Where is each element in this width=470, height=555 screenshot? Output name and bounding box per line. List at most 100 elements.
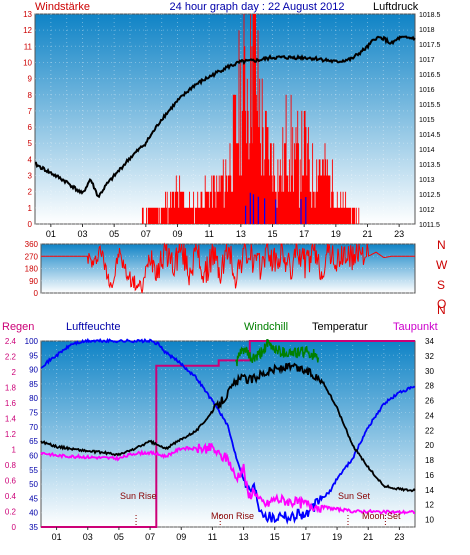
pressure-axis-title: Luftdruck xyxy=(373,1,419,13)
wind-tick-label: 10 xyxy=(23,58,32,67)
humidity-tick-label: 70 xyxy=(29,423,38,432)
humidity-tick-label: 80 xyxy=(29,394,38,403)
humidity-tick-label: 40 xyxy=(29,509,38,518)
direction-labels: N W S O N xyxy=(436,238,448,317)
pressure-tick-label: 1012.5 xyxy=(419,192,441,199)
wind-tick-label: 13 xyxy=(23,10,32,19)
wind-tick-label: 0 xyxy=(28,220,33,229)
pressure-tick-label: 1014.5 xyxy=(419,132,441,139)
moon-set-label: Moon Set xyxy=(362,511,401,521)
x-tick-label: 13 xyxy=(236,229,246,239)
x-tick-label: 17 xyxy=(299,229,309,239)
rain-tick-label: 0.8 xyxy=(5,461,17,470)
temperature-tick-label: 32 xyxy=(425,352,434,361)
rain-tick-label: 2.4 xyxy=(5,337,17,346)
x-tick-label: 11 xyxy=(208,532,217,542)
sun-rise-label: Sun Rise xyxy=(120,491,157,501)
rain-line xyxy=(41,340,415,528)
rain-tick-label: 0.4 xyxy=(5,492,17,501)
x-tick-label: 21 xyxy=(363,532,373,542)
pressure-tick-label: 1012 xyxy=(419,207,435,214)
sun-set-label: Sun Set xyxy=(338,491,371,501)
windchill-title: Windchill xyxy=(244,321,288,333)
humidity-tick-label: 55 xyxy=(29,466,38,475)
x-tick-label: 23 xyxy=(394,532,404,542)
direction-tick-label: 0 xyxy=(34,289,39,298)
x-tick-label: 03 xyxy=(83,532,93,542)
wind-tick-label: 9 xyxy=(28,75,33,84)
moon-rise-label: Moon Rise xyxy=(211,511,254,521)
pressure-tick-label: 1018 xyxy=(419,27,435,34)
wind-tick-label: 3 xyxy=(28,172,33,181)
pressure-tick-label: 1018.5 xyxy=(419,12,441,19)
x-tick-label: 19 xyxy=(331,229,341,239)
wind-tick-label: 5 xyxy=(28,139,33,148)
pressure-tick-label: 1016.5 xyxy=(419,72,441,79)
pressure-tick-label: 1015 xyxy=(419,117,435,124)
x-tick-label: 03 xyxy=(77,229,87,239)
temperature-title: Temperatur xyxy=(312,321,368,333)
x-tick-label: 19 xyxy=(332,532,342,542)
x-tick-label: 15 xyxy=(270,532,280,542)
x-tick-label: 09 xyxy=(176,532,186,542)
humidity-temperature-panel: 0 0.2 0.4 0.6 0.8 1 1.2 1.4 1.6 1.8 2 2.2 2.4 35 40 45 5… xyxy=(5,337,435,542)
direction-tick-label: 270 xyxy=(25,252,39,261)
x-tick-label: 11 xyxy=(204,229,213,239)
temperature-tick-label: 18 xyxy=(425,456,434,465)
pressure-tick-label: 1014 xyxy=(419,147,435,154)
x-tick-label: 01 xyxy=(46,229,56,239)
wind-tick-label: 4 xyxy=(28,155,33,164)
pressure-tick-label: 1013.5 xyxy=(419,162,441,169)
pressure-tick-label: 1013 xyxy=(419,177,435,184)
x-tick-label: 07 xyxy=(141,229,151,239)
wind-tick-label: 8 xyxy=(28,91,33,100)
dewpoint-line xyxy=(40,442,415,515)
rain-tick-label: 1.6 xyxy=(5,399,17,408)
humidity-tick-label: 50 xyxy=(29,480,38,489)
wind-tick-label: 7 xyxy=(28,107,33,116)
temperature-tick-label: 22 xyxy=(425,426,434,435)
humidity-axis-title: Luftfeuchte xyxy=(66,321,120,333)
pressure-tick-label: 1011.5 xyxy=(419,222,440,229)
x-tick-label: 05 xyxy=(109,229,119,239)
rain-tick-label: 0.2 xyxy=(5,508,17,517)
temperature-tick-label: 24 xyxy=(425,411,434,420)
direction-label-w: W xyxy=(436,258,448,272)
humidity-tick-label: 95 xyxy=(29,351,38,360)
x-tick-label: 21 xyxy=(362,229,372,239)
temperature-tick-label: 30 xyxy=(425,367,434,376)
windchill-line xyxy=(235,339,320,367)
temperature-tick-label: 10 xyxy=(425,516,434,525)
temperature-tick-label: 16 xyxy=(425,471,434,480)
direction-label-o: O xyxy=(437,297,446,311)
direction-label-n-bottom: N xyxy=(437,303,446,317)
humidity-tick-label: 35 xyxy=(29,523,38,532)
direction-label-s: S xyxy=(437,278,445,292)
humidity-temperature-plot-area xyxy=(40,340,416,528)
rain-tick-label: 1.8 xyxy=(5,384,17,393)
wind-pressure-panel: 0123456789101112131011.510121012.5101310… xyxy=(23,10,440,239)
pressure-tick-label: 1015.5 xyxy=(419,102,441,109)
wind-tick-label: 12 xyxy=(23,26,32,35)
temperature-tick-label: 14 xyxy=(425,486,434,495)
pressure-tick-label: 1017.5 xyxy=(419,42,441,49)
rain-tick-label: 1.2 xyxy=(5,430,17,439)
rain-axis-title: Regen xyxy=(2,321,34,333)
wind-axis-title: Windstärke xyxy=(35,1,90,13)
pressure-tick-label: 1016 xyxy=(419,87,435,94)
direction-label-n-top: N xyxy=(437,238,446,252)
direction-tick-label: 90 xyxy=(29,277,38,286)
chart-title: 24 hour graph day : 22 August 2012 xyxy=(170,1,345,13)
direction-tick-label: 180 xyxy=(25,265,39,274)
temperature-tick-label: 28 xyxy=(425,382,434,391)
humidity-tick-label: 65 xyxy=(29,437,38,446)
temperature-tick-label: 26 xyxy=(425,397,434,406)
wind-speed-bars xyxy=(141,14,360,224)
dewpoint-axis-title: Taupunkt xyxy=(393,321,438,333)
rain-tick-label: 2 xyxy=(12,368,17,377)
rain-tick-label: 2.2 xyxy=(5,353,17,362)
wind-direction-panel: 0 90 180 270 360 xyxy=(25,240,415,298)
pressure-tick-label: 1017 xyxy=(419,57,435,64)
